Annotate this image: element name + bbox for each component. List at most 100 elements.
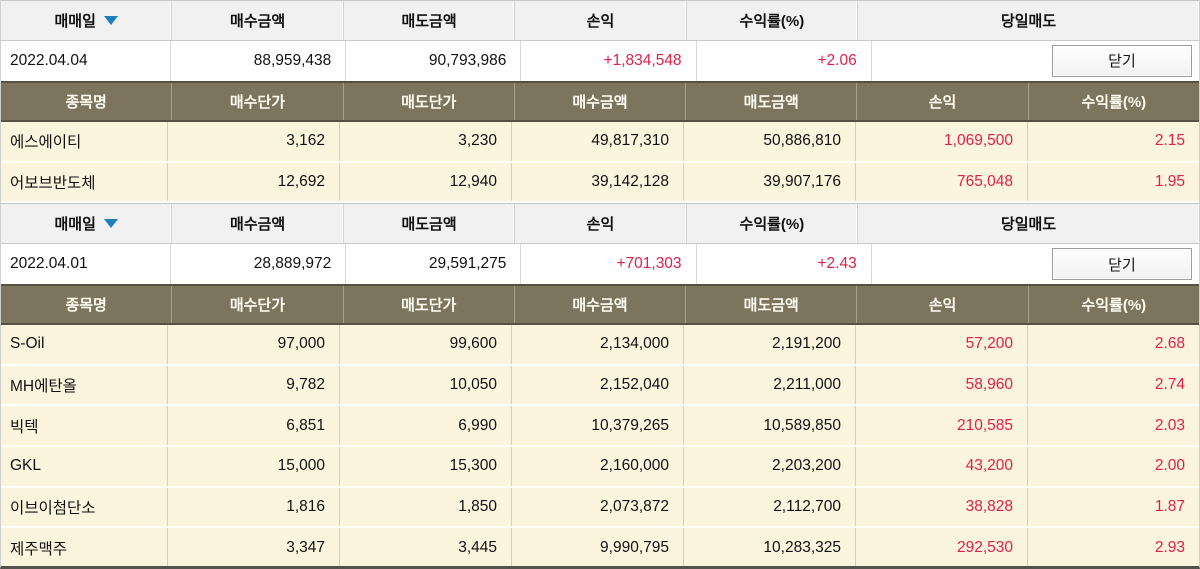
- day-summary-row: 2022.04.04 88,959,438 90,793,986 +1,834,…: [1, 40, 1199, 82]
- stock-name-cell: MH에탄올: [1, 365, 168, 405]
- return-rate-cell: 2.15: [1154, 132, 1185, 150]
- profit-cell: 765,048: [856, 162, 1028, 202]
- buy-amount-column-header: 매수금액: [172, 204, 344, 243]
- close-button[interactable]: 닫기: [1051, 248, 1192, 281]
- sell-price-cell: 3,230: [340, 121, 512, 161]
- detail-sell-amount-column-header: 매도금액: [686, 286, 858, 324]
- stock-rows: 에스에이티 3,162 3,230 49,817,310 50,886,810 …: [1, 121, 1199, 204]
- day-sell-column-header: 당일매도: [858, 1, 1199, 40]
- buy-amount-cell: 49,817,310: [512, 121, 684, 161]
- return-rate-cell: 1.87: [1154, 498, 1185, 515]
- trade-date-value: 2022.04.04: [1, 40, 172, 82]
- day-sell-cell: 닫기: [872, 244, 1199, 285]
- stock-row: 이브이첨단소 1,816 1,850 2,073,872 2,112,700 3…: [1, 487, 1199, 529]
- buy-amount-cell: 10,379,265: [512, 406, 684, 446]
- buy-price-header-label: 매수단가: [229, 297, 286, 315]
- total-profit-value: +701,303: [521, 243, 697, 285]
- detail-header-row: 종목명 매수단가 매도단가 매수금액 매도금액 손익 수익률(%): [1, 284, 1199, 326]
- buy-amount-cell: 2,073,872: [512, 487, 684, 527]
- buy-amount-cell: 9,990,795: [512, 528, 684, 566]
- sell-price-cell: 1,850: [340, 487, 512, 527]
- buy-price-cell: 1,816: [168, 487, 340, 527]
- sell-amount-cell: 2,191,200: [684, 325, 856, 364]
- buy-price-cell: 12,692: [168, 162, 340, 202]
- buy-price-column-header: 매수단가: [172, 83, 344, 120]
- return-rate-column-header: 수익률(%): [687, 204, 859, 243]
- profit-cell: 38,828: [856, 487, 1028, 527]
- stock-name-header-label: 종목명: [65, 297, 107, 315]
- profit-cell: 58,960: [856, 365, 1028, 405]
- trade-date-header-label: 매매일: [54, 12, 96, 30]
- buy-price-cell: 3,162: [168, 121, 340, 161]
- return-rate-cell: 2.03: [1154, 416, 1185, 434]
- detail-header-row: 종목명 매수단가 매도단가 매수금액 매도금액 손익 수익률(%): [1, 81, 1199, 122]
- total-sell-amount-value: 29,591,275: [346, 243, 522, 285]
- sell-price-cell: 15,300: [340, 447, 512, 486]
- buy-price-column-header: 매수단가: [172, 286, 344, 324]
- detail-buy-amount-header-label: 매수금액: [572, 297, 628, 315]
- detail-profit-column-header: 손익: [857, 286, 1029, 324]
- profit-column-header: 손익: [515, 1, 687, 40]
- total-buy-amount-value: 88,959,438: [171, 40, 347, 82]
- detail-buy-amount-column-header: 매수금액: [515, 83, 687, 120]
- trade-date-header-label: 매매일: [54, 216, 96, 234]
- buy-price-cell: 15,000: [168, 447, 340, 486]
- detail-profit-header-label: 손익: [928, 297, 957, 315]
- profit-header-label: 손익: [586, 12, 615, 30]
- sort-descending-icon: [103, 15, 118, 25]
- stock-name-cell: S-Oil: [1, 325, 168, 364]
- sell-amount-column-header: 매도금액: [344, 204, 516, 243]
- summary-header-row: 매매일 매수금액 매도금액 손익 수익률(%) 당일매도: [1, 0, 1199, 41]
- stock-name-column-header: 종목명: [1, 83, 173, 120]
- sell-amount-cell: 2,211,000: [684, 365, 856, 405]
- detail-buy-amount-column-header: 매수금액: [515, 286, 687, 324]
- buy-price-header-label: 매수단가: [229, 94, 286, 112]
- stock-row: 제주맥주 3,347 3,445 9,990,795 10,283,325 29…: [1, 528, 1199, 566]
- detail-sell-amount-header-label: 매도금액: [743, 94, 799, 112]
- day-sell-header-label: 당일매도: [1000, 12, 1057, 30]
- buy-price-cell: 97,000: [168, 325, 340, 364]
- sell-amount-header-label: 매도금액: [401, 12, 457, 30]
- trade-date-value: 2022.04.01: [1, 243, 172, 285]
- detail-profit-header-label: 손익: [928, 94, 957, 112]
- day-sell-header-label: 당일매도: [1000, 216, 1057, 234]
- buy-amount-column-header: 매수금액: [172, 1, 344, 40]
- day-summary-row: 2022.04.01 28,889,972 29,591,275 +701,30…: [1, 243, 1199, 285]
- return-rate-cell: 2.68: [1154, 335, 1185, 353]
- buy-amount-cell: 2,134,000: [512, 325, 684, 364]
- detail-return-rate-column-header: 수익률(%): [1029, 83, 1199, 120]
- sell-price-column-header: 매도단가: [344, 286, 515, 324]
- profit-cell: 1,069,500: [856, 121, 1028, 161]
- stock-row: MH에탄올 9,782 10,050 2,152,040 2,211,000 5…: [1, 365, 1199, 407]
- profit-header-label: 손익: [586, 216, 615, 234]
- trade-day-section: 매매일 매수금액 매도금액 손익 수익률(%) 당일매도 2022.04.04 …: [1, 0, 1199, 204]
- sell-price-cell: 6,990: [340, 406, 512, 446]
- sell-price-cell: 12,940: [340, 162, 512, 202]
- sell-price-column-header: 매도단가: [344, 83, 515, 120]
- stock-name-header-label: 종목명: [65, 94, 107, 112]
- summary-header-row: 매매일 매수금액 매도금액 손익 수익률(%) 당일매도: [1, 203, 1199, 244]
- return-rate-column-header: 수익률(%): [687, 1, 859, 40]
- sell-amount-header-label: 매도금액: [401, 216, 457, 234]
- return-rate-cell: 1.95: [1154, 172, 1185, 190]
- buy-price-cell: 3,347: [168, 528, 340, 566]
- day-sell-cell: 닫기: [872, 41, 1199, 82]
- profit-cell: 57,200: [856, 325, 1028, 364]
- sell-amount-column-header: 매도금액: [344, 1, 516, 40]
- buy-amount-header-label: 매수금액: [230, 216, 286, 234]
- detail-return-rate-header-label: 수익률(%): [1081, 94, 1147, 112]
- stock-row: 어보브반도체 12,692 12,940 39,142,128 39,907,1…: [1, 162, 1199, 204]
- sort-descending-icon: [103, 219, 118, 229]
- close-button[interactable]: 닫기: [1051, 44, 1192, 77]
- detail-return-rate-column-header: 수익률(%): [1029, 286, 1199, 323]
- trade-date-column-header[interactable]: 매매일: [1, 204, 173, 243]
- return-rate-cell: 2.93: [1154, 538, 1185, 556]
- sell-price-header-label: 매도단가: [401, 94, 457, 112]
- sell-amount-cell: 2,112,700: [684, 487, 856, 527]
- stock-row: GKL 15,000 15,300 2,160,000 2,203,200 43…: [1, 447, 1199, 488]
- sell-amount-cell: 10,589,850: [684, 406, 856, 446]
- detail-sell-amount-column-header: 매도금액: [686, 83, 858, 120]
- sell-price-cell: 99,600: [340, 325, 512, 364]
- trade-date-column-header[interactable]: 매매일: [1, 1, 173, 40]
